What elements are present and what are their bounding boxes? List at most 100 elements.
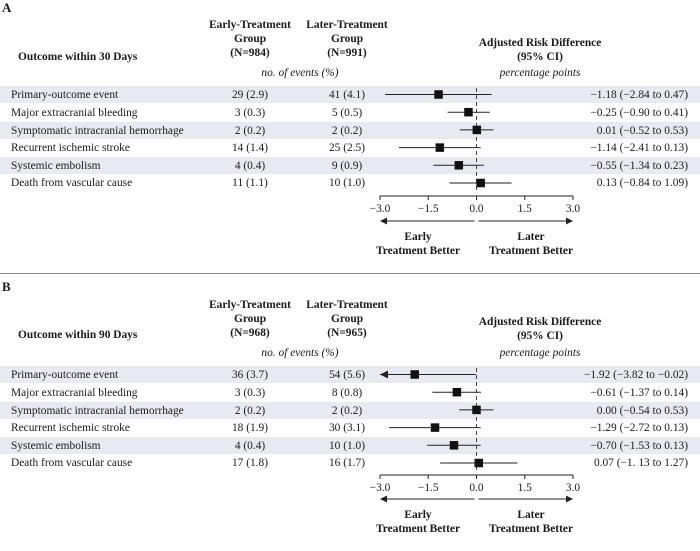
direction-line: Treatment Better [488,245,574,257]
x-axis-tick-label: 0.0 [469,482,484,494]
group1-header: Early-Treatment Group (N=984) [195,18,305,60]
ci-clip-arrow [380,370,388,379]
ci-text: −1.18 (−2.84 to 0.47) [590,89,688,101]
x-axis-tick-label: −3.0 [370,203,391,215]
group2-header-line: (N=965) [327,327,367,339]
effect-header: Adjusted Risk Difference (95% CI) [455,315,625,343]
point-estimate [472,125,482,135]
panel-letter: B [2,279,11,294]
later-value: 41 (4.1) [328,89,366,101]
row-label: Death from vascular cause [11,177,133,189]
direction-line: Early [404,231,432,243]
x-axis-tick-label: −3.0 [370,482,391,494]
group1-header-line: Early-Treatment [209,299,291,311]
x-axis-tick-label: 3.0 [566,203,581,215]
row-shade [0,437,700,454]
x-axis-tick-label: 3.0 [566,482,581,494]
later-value: 54 (5.6) [328,369,366,381]
forest-plot: −3.0 −1.5 0.0 1.5 3.0 [370,88,581,225]
later-value: 30 (3.1) [328,422,366,434]
panel-letter: A [2,0,12,15]
later-value: 8 (0.8) [331,387,363,399]
later-value: 9 (0.9) [331,160,363,172]
group2-header-line: Later-Treatment [306,299,388,311]
effect-subheader: percentage points [499,347,581,359]
left-arrowhead [380,217,387,225]
right-arrowhead [566,495,573,503]
effect-subheader: percentage points [499,67,581,79]
row-shade [0,157,700,174]
early-value: 2 (0.2) [234,405,266,417]
early-value: 29 (2.9) [231,89,269,101]
ci-text: −0.55 (−1.34 to 0.23) [590,160,688,172]
ci-text: 0.07 (−1. 13 to 1.27) [593,457,688,469]
direction-line: Treatment Better [375,523,461,535]
outcome-header: Outcome within 90 Days [18,329,138,341]
left-direction-label: Early Treatment Better [368,508,468,536]
later-value: 25 (2.5) [328,142,366,154]
point-estimate [474,458,484,468]
row-label: Symptomatic intracranial hemorrhage [11,125,184,137]
group1-header: Early-Treatment Group (N=968) [195,298,305,340]
group1-header-line: Early-Treatment [209,19,291,31]
ci-text: −0.61 (−1.37 to 0.14) [590,387,688,399]
point-estimate [434,90,443,99]
x-axis-tick-label: −1.5 [418,203,439,215]
point-estimate [430,423,440,432]
panel-b: B Early-Treatment Group (N=968) Later-Tr… [0,276,700,551]
x-axis-tick-label: 1.5 [518,203,533,215]
group2-header: Later-Treatment Group (N=991) [292,18,402,60]
x-axis-tick-label: 0.0 [469,203,484,215]
x-axis-tick-label: −1.5 [418,482,439,494]
group2-header-line: (N=991) [327,47,367,59]
right-direction-label: Later Treatment Better [481,508,581,536]
direction-line: Treatment Better [375,245,461,257]
group1-header-line: (N=984) [230,47,270,59]
early-value: 2 (0.2) [234,125,266,137]
point-estimate [410,370,419,379]
group1-header-line: (N=968) [230,327,270,339]
row-label: Major extracranial bleeding [11,107,138,119]
early-value: 14 (1.4) [231,142,269,154]
point-estimate [449,441,459,450]
effect-header-line: Adjusted Risk Difference [478,316,602,328]
point-estimate [435,143,445,152]
early-value: 18 (1.9) [231,422,269,434]
early-value: 17 (1.8) [231,457,269,469]
row-shade [0,86,700,103]
later-value: 10 (1.0) [328,177,366,189]
early-value: 4 (0.4) [234,440,266,452]
early-value: 3 (0.3) [234,107,266,119]
point-estimate [476,178,485,188]
right-arrowhead [566,217,573,225]
later-value: 2 (0.2) [331,125,363,137]
early-value: 3 (0.3) [234,387,266,399]
group2-header: Later-Treatment Group (N=965) [292,298,402,340]
row-label: Systemic embolism [11,160,101,172]
group1-header-line: Group [233,313,267,325]
effect-header-line: (95% CI) [517,51,563,63]
ci-text: 0.13 (−0.84 to 1.09) [596,177,688,189]
group2-header-line: Group [330,33,364,45]
group2-header-line: Group [330,313,364,325]
group1-header-line: Group [233,33,267,45]
left-arrowhead [380,495,387,503]
point-estimate [472,405,481,415]
row-shade [0,402,700,419]
panel-a: A Early-Treatment Group (N=984) Later-Tr… [0,0,700,275]
direction-line: Later [517,231,545,243]
events-subheader: no. of events (%) [261,67,339,79]
direction-line: Early [404,509,432,521]
later-value: 10 (1.0) [328,440,366,452]
row-label: Symptomatic intracranial hemorrhage [11,405,184,417]
ci-text: −0.25 (−0.90 to 0.41) [590,107,688,119]
ci-text: −1.14 (−2.41 to 0.13) [590,142,688,154]
point-estimate [452,387,462,397]
right-direction-label: Later Treatment Better [481,230,581,258]
effect-header: Adjusted Risk Difference (95% CI) [455,36,625,64]
ci-text: 0.00 (−0.54 to 0.53) [596,405,688,417]
panel-separator [0,273,700,274]
row-label: Primary-outcome event [11,89,119,101]
early-value: 36 (3.7) [231,369,269,381]
row-label: Primary-outcome event [11,369,119,381]
